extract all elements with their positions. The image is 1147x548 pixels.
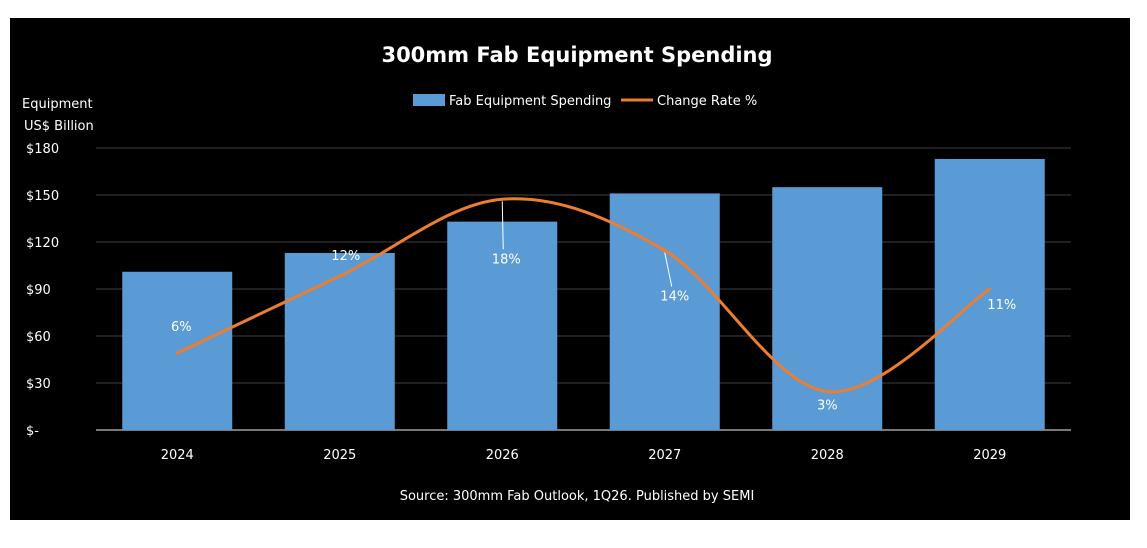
change-rate-point-2024 xyxy=(175,351,179,355)
change-rate-point-2027 xyxy=(663,249,667,253)
bar-2028 xyxy=(772,187,883,430)
gridlines xyxy=(96,147,1071,431)
data-label-2025: 12% xyxy=(331,249,360,264)
y-axis-ticks: $- $30 $60 $90 $120 $150 $180 xyxy=(26,142,59,439)
x-axis-ticks: 2024 2025 2026 2027 2028 2029 xyxy=(161,448,1007,463)
legend-label-bar: Fab Equipment Spending xyxy=(449,94,611,109)
y-axis-label-line-2: US$ Billion xyxy=(24,119,94,134)
leader-line xyxy=(664,252,673,287)
data-label-2026: 18% xyxy=(492,252,521,267)
change-rate-line xyxy=(175,197,992,394)
change-rate-point-2025 xyxy=(338,274,342,278)
chart: 300mm Fab Equipment Spending Equipment U… xyxy=(22,43,1071,504)
change-rate-point-2026 xyxy=(500,197,504,201)
y-tick-label: $90 xyxy=(26,283,51,298)
data-labels: 6% 12% 18% 14% 3% 11% xyxy=(171,201,1016,414)
y-tick-label: $30 xyxy=(26,377,51,392)
change-rate-point-2029 xyxy=(988,287,992,291)
bars xyxy=(122,158,1045,430)
x-tick-label: 2029 xyxy=(973,448,1006,463)
y-tick-label: $150 xyxy=(26,189,59,204)
data-label-2024: 6% xyxy=(171,320,192,335)
x-tick-label: 2027 xyxy=(648,448,681,463)
source-note: Source: 300mm Fab Outlook, 1Q26. Publish… xyxy=(400,489,755,504)
bar-2029 xyxy=(934,158,1045,430)
y-tick-label: $180 xyxy=(26,142,59,157)
legend-swatch-bar xyxy=(413,94,445,106)
legend: Fab Equipment Spending Change Rate % xyxy=(413,94,757,109)
legend-label-line: Change Rate % xyxy=(657,94,757,109)
data-label-2029: 11% xyxy=(987,298,1016,313)
y-tick-label: $- xyxy=(26,424,39,439)
x-tick-label: 2024 xyxy=(161,448,194,463)
change-rate-series xyxy=(176,197,991,394)
data-label-2028: 3% xyxy=(817,399,838,414)
leader-line xyxy=(501,201,504,250)
y-tick-label: $60 xyxy=(26,330,51,345)
change-rate-point-2028 xyxy=(825,390,829,394)
bar-2024 xyxy=(122,271,233,430)
chart-title: 300mm Fab Equipment Spending xyxy=(381,43,772,67)
x-tick-label: 2028 xyxy=(811,448,844,463)
bar-2027 xyxy=(609,193,720,430)
y-axis-label-line-1: Equipment xyxy=(22,97,93,112)
bar-2026 xyxy=(447,221,558,430)
data-label-2027: 14% xyxy=(660,290,689,305)
bar-2025 xyxy=(284,252,395,430)
x-tick-label: 2026 xyxy=(486,448,519,463)
x-tick-label: 2025 xyxy=(323,448,356,463)
y-tick-label: $120 xyxy=(26,236,59,251)
chart-panel: 300mm Fab Equipment Spending Equipment U… xyxy=(10,18,1130,520)
